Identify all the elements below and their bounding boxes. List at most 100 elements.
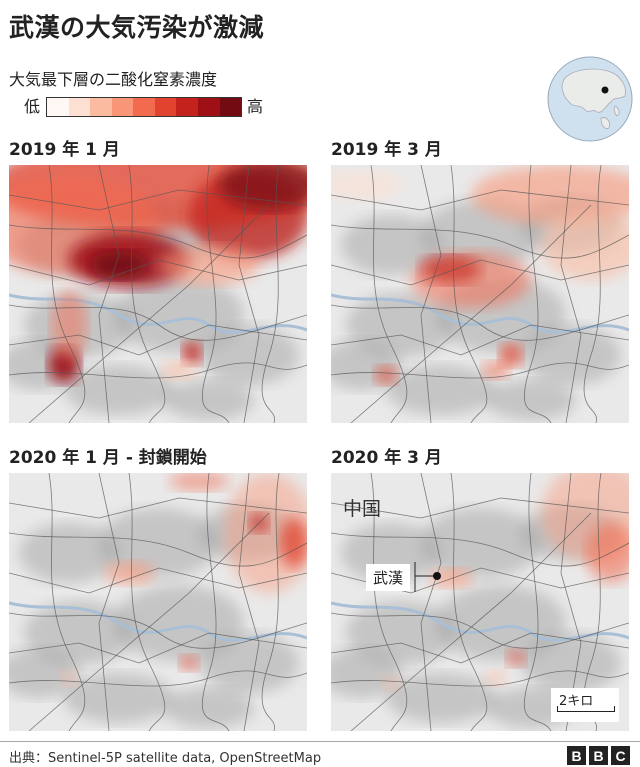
road-line: [128, 473, 166, 731]
road-line: [450, 165, 488, 423]
legend-swatch: [197, 98, 220, 116]
scale-bar: 2キロ: [551, 688, 619, 722]
terrain-relief: [64, 365, 174, 415]
road-line: [9, 189, 307, 211]
no2-concentration-area: [484, 670, 508, 686]
page-title: 武漢の大気汚染が激減: [9, 13, 265, 42]
legend-swatch: [133, 98, 155, 116]
panel-title-2019-jan: 2019 年 1 月: [9, 140, 120, 160]
road-line: [98, 473, 120, 731]
road-line: [9, 532, 307, 567]
map-panel-2020-jan: [9, 473, 307, 731]
legend-swatch: [176, 98, 198, 116]
legend-color-scale: [46, 97, 242, 117]
road-line: [523, 165, 552, 423]
road-line: [9, 670, 307, 687]
terrain-relief: [386, 673, 496, 723]
terrain-relief: [164, 688, 254, 728]
road-line: [98, 165, 120, 423]
no2-concentration-area: [506, 649, 526, 667]
no2-concentration-area: [374, 365, 398, 385]
terrain-relief: [421, 508, 541, 578]
terrain-relief: [64, 673, 174, 723]
road-line: [201, 165, 230, 423]
road-line: [201, 473, 230, 731]
road-line: [331, 670, 629, 687]
legend-swatch: [68, 98, 91, 116]
legend-swatch: [90, 98, 112, 116]
no2-concentration-area: [411, 252, 531, 308]
terrain-relief: [19, 523, 119, 583]
road-line: [261, 473, 280, 731]
road-line: [331, 304, 629, 341]
no2-concentration-area: [381, 675, 401, 691]
road-line: [238, 165, 260, 423]
road-line: [28, 512, 270, 731]
river-line: [9, 601, 307, 642]
road-line: [420, 473, 442, 731]
road-line: [9, 224, 307, 259]
map-panel-2019-jan: [9, 165, 307, 423]
panel-title-2019-mar: 2019 年 3 月: [331, 140, 442, 160]
road-line: [9, 632, 307, 664]
terrain-relief: [9, 648, 79, 698]
road-line: [331, 632, 629, 664]
road-line: [420, 165, 442, 423]
road-line: [128, 165, 166, 423]
scale-bar-label: 2キロ: [559, 694, 594, 709]
no2-concentration-area: [104, 561, 154, 585]
road-line: [331, 259, 629, 286]
legend-swatch: [219, 98, 242, 116]
road-line: [331, 189, 629, 211]
city-label-wuhan: 武漢: [366, 564, 411, 591]
no2-concentration-area: [499, 343, 523, 367]
terrain-relief: [521, 325, 621, 385]
no2-concentration-area: [182, 341, 202, 365]
country-label: 中国: [343, 498, 382, 520]
no2-concentration-area: [169, 473, 229, 491]
terrain-relief: [164, 380, 254, 420]
terrain-relief: [114, 277, 244, 353]
terrain-relief: [99, 508, 219, 578]
legend-low-label: 低: [24, 97, 41, 116]
road-line: [48, 473, 86, 731]
road-line: [331, 497, 629, 519]
road-line: [331, 324, 629, 356]
no2-concentration-area: [586, 523, 629, 583]
road-line: [560, 473, 582, 731]
globe-locator-icon: [547, 56, 633, 142]
legend-swatch: [154, 98, 177, 116]
legend-swatch: [111, 98, 134, 116]
road-line: [350, 204, 592, 423]
legend-title: 大気最下層の二酸化窒素濃度: [9, 70, 218, 89]
legend-swatch: [47, 98, 69, 116]
no2-concentration-area: [161, 360, 197, 380]
no2-concentration-area: [51, 290, 87, 360]
terrain-relief: [341, 215, 441, 275]
no2-concentration-area: [219, 165, 307, 210]
no2-concentration-area: [482, 361, 510, 379]
map-panel-2020-mar: [331, 473, 629, 731]
road-line: [9, 324, 307, 356]
terrain-relief: [521, 633, 621, 693]
terrain-relief: [199, 325, 299, 385]
road-line: [9, 259, 307, 286]
no2-concentration-area: [91, 251, 147, 279]
road-line: [350, 512, 592, 731]
road-line: [450, 473, 488, 731]
panel-title-2020-mar: 2020 年 3 月: [331, 448, 442, 468]
road-line: [48, 165, 86, 423]
road-line: [370, 165, 408, 423]
road-line: [9, 497, 307, 519]
road-line: [560, 165, 582, 423]
city-leader-line: [414, 562, 441, 592]
road-line: [28, 204, 270, 423]
terrain-relief: [486, 380, 576, 420]
map-panel-2019-mar: [331, 165, 629, 423]
terrain-relief: [114, 585, 244, 661]
no2-concentration-area: [541, 210, 629, 280]
road-line: [331, 532, 629, 567]
road-line: [261, 165, 280, 423]
no2-concentration-area: [59, 670, 79, 686]
